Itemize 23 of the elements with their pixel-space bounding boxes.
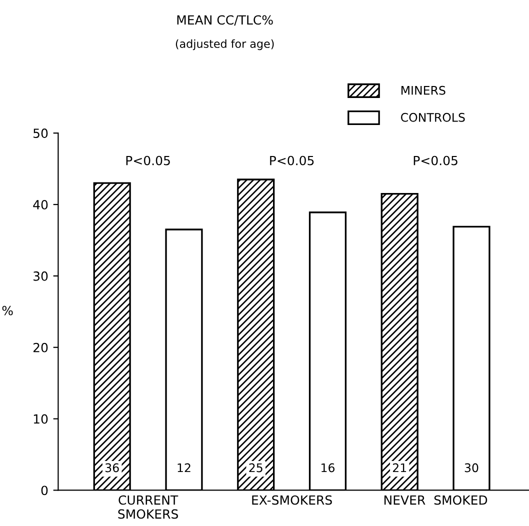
y-tick-label: 50 (34, 128, 48, 138)
y-tick-label: 20 (33, 342, 48, 352)
annotation: 25 (249, 463, 262, 472)
annotation: 36 (105, 463, 119, 472)
annotation: 12 (178, 463, 190, 472)
legend-label: CONTROLS (400, 112, 465, 122)
chart-subtitle: (adjusted for age) (176, 39, 274, 50)
y-tick-label: 40 (33, 200, 48, 210)
x-tick-label: EX-SMOKERS (252, 495, 332, 505)
legend-label: MINERS (401, 86, 446, 95)
y-tick-label: 0 (41, 486, 48, 496)
annotation: P<0.05 (270, 156, 314, 166)
x-tick-label: NEVER SMOKED (384, 495, 488, 505)
annotation: 16 (322, 463, 335, 472)
annotation: P<0.05 (414, 156, 458, 166)
annotation: 30 (464, 463, 478, 472)
chart-title: MEAN CC/TLC% (177, 15, 273, 26)
annotation: 21 (392, 463, 406, 472)
x-tick-label: CURRENT SMOKERS (118, 495, 178, 519)
y-axis-title: % (2, 306, 13, 316)
y-tick-label: 10 (34, 414, 48, 424)
annotation: P<0.05 (126, 156, 170, 166)
y-tick-label: 30 (34, 271, 48, 281)
